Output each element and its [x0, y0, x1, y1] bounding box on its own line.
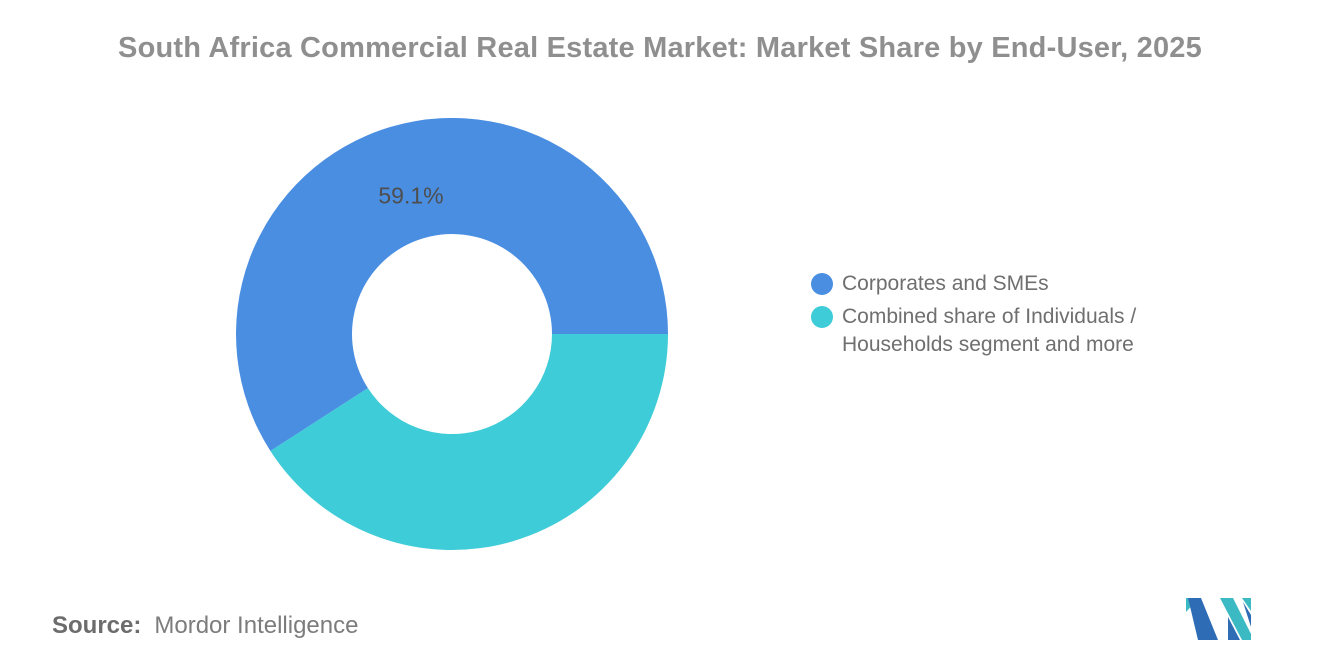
mordor-intelligence-logo: [1186, 598, 1251, 640]
source-label: Source:: [52, 612, 142, 639]
slice-corporates-and-smes[interactable]: [236, 118, 668, 451]
legend-item-corporates-and-smes[interactable]: Corporates and SMEs: [811, 270, 1136, 298]
donut-chart: [236, 118, 668, 550]
source-line: Source: Mordor Intelligence: [52, 612, 358, 640]
chart-title: South Africa Commercial Real Estate Mark…: [118, 32, 1202, 64]
legend-marker-individuals-icon: [811, 306, 833, 328]
logo-shape-blue-left-band: [1188, 598, 1218, 640]
logo-shape-teal-top-right: [1242, 598, 1251, 611]
logo-shape-blue-top-right: [1243, 602, 1251, 627]
legend: Corporates and SMEs Combined share of In…: [811, 270, 1136, 364]
legend-item-individuals-households[interactable]: Combined share of Individuals / Househol…: [811, 303, 1136, 359]
logo-shape-blue-mid-triangle: [1228, 617, 1240, 640]
data-label-corporates-share: 59.1%: [378, 182, 444, 209]
legend-label-corporates: Corporates and SMEs: [842, 272, 1049, 295]
logo-shape-teal-right-band: [1220, 598, 1251, 640]
source-name: Mordor Intelligence: [154, 612, 359, 639]
slice-individuals-households[interactable]: [270, 334, 668, 550]
legend-label-individuals-line-1: Combined share of Individuals /: [842, 305, 1137, 328]
legend-marker-corporates-icon: [811, 273, 833, 295]
legend-label-individuals-line-2: Households segment and more: [842, 333, 1134, 356]
